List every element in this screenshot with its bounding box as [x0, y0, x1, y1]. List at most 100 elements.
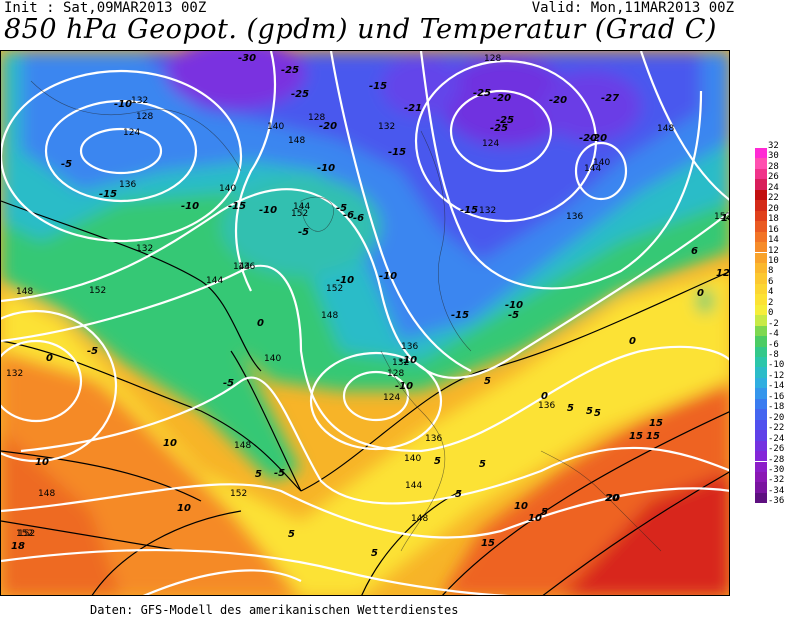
- geopotential-label: 136: [119, 180, 136, 190]
- geopotential-label: 144: [584, 164, 601, 174]
- legend-entry: 32: [754, 141, 790, 159]
- geopotential-label: 132: [136, 244, 153, 254]
- temperature-label: -15: [388, 147, 406, 158]
- temperature-label: -10: [336, 275, 354, 286]
- legend-swatch: [755, 440, 767, 452]
- temperature-label: -20: [493, 93, 511, 104]
- temperature-label: -6: [343, 210, 354, 221]
- legend-entry: 0: [754, 308, 790, 326]
- legend-entry: -12: [754, 370, 790, 389]
- legend-entry: 8: [754, 267, 790, 284]
- geopotential-label: 144: [405, 481, 422, 491]
- temperature-label: 18: [11, 541, 25, 552]
- legend-label: 32: [768, 141, 779, 151]
- legend-entry: 18: [754, 215, 790, 232]
- legend-label: -28: [768, 454, 785, 465]
- geopotential-label: 128: [136, 112, 153, 122]
- legend-label: 16: [768, 224, 779, 235]
- temperature-label: 0: [629, 336, 636, 347]
- legend-swatch: [755, 367, 767, 378]
- geopotential-label: 124: [482, 139, 499, 149]
- valid-time: Valid: Mon,11MAR2013 00Z: [531, 0, 734, 16]
- temperature-label: -15: [460, 205, 478, 216]
- temperature-label: -5: [298, 227, 309, 238]
- legend-entry: -28: [754, 454, 790, 472]
- temperature-label: 0: [257, 318, 264, 329]
- legend-entry: 10: [754, 256, 790, 274]
- geopotential-label: 148: [657, 124, 674, 134]
- legend-swatch: [755, 461, 767, 472]
- geopotential-label: 152: [18, 529, 35, 539]
- legend-entry: 22: [754, 194, 790, 211]
- geopotential-label: 140: [219, 184, 236, 194]
- temperature-label: -25: [490, 123, 508, 134]
- temperature-label: -30: [238, 53, 256, 64]
- legend-swatch: [755, 377, 767, 389]
- geopotential-label: 136: [566, 212, 583, 222]
- legend-label: -26: [768, 444, 785, 455]
- legend-entry: 30: [754, 152, 790, 169]
- geopotential-label: 140: [264, 354, 281, 364]
- temperature-label: -20: [319, 121, 337, 132]
- legend-entry: -14: [754, 381, 790, 399]
- legend-swatch: [755, 409, 767, 420]
- legend-label: -20: [768, 412, 785, 423]
- temperature-label: 10: [163, 438, 177, 449]
- temperature-label: 5: [567, 403, 574, 414]
- legend-entry: -18: [754, 403, 790, 420]
- legend-label: 28: [768, 161, 779, 172]
- legend-swatch: [755, 179, 767, 190]
- legend-entry: 28: [754, 161, 790, 180]
- legend-swatch: [755, 210, 767, 222]
- legend-label: -10: [768, 360, 785, 371]
- legend-entry: -8: [754, 350, 790, 368]
- legend-swatch: [755, 294, 767, 305]
- legend-entry: 14: [754, 236, 790, 253]
- legend-label: -8: [768, 350, 779, 360]
- legend-entry: -6: [754, 340, 790, 357]
- legend-swatch: [755, 451, 767, 462]
- legend-label: -30: [768, 464, 785, 475]
- legend-swatch: [755, 158, 767, 169]
- temperature-label: -10: [317, 163, 335, 174]
- legend-entry: 2: [754, 298, 790, 316]
- legend-label: -22: [768, 423, 785, 434]
- geopotential-label: 148: [16, 287, 33, 297]
- temperature-label: 0: [46, 353, 53, 364]
- legend-entry: -36: [754, 497, 790, 507]
- temperature-label: -5: [274, 468, 285, 479]
- legend-label: -12: [768, 370, 785, 381]
- geopotential-label: 132: [479, 206, 496, 216]
- geopotential-label: 136: [425, 434, 442, 444]
- legend-label: -24: [768, 433, 785, 444]
- geopotential-label: 144: [233, 262, 250, 272]
- geopotential-label: 148: [411, 514, 428, 524]
- geopotential-label: 144: [206, 276, 223, 286]
- geopotential-label: 132: [392, 358, 409, 368]
- temperature-label: 10: [528, 513, 542, 524]
- legend-entry: -10: [754, 360, 790, 378]
- geopotential-label: 152: [89, 286, 106, 296]
- legend-label: -14: [768, 381, 785, 392]
- temperature-label: 15: [646, 431, 660, 442]
- legend-swatch: [755, 336, 767, 347]
- geopotential-label: 152: [230, 489, 247, 499]
- temperature-label: -15: [99, 189, 117, 200]
- legend-entry: -34: [754, 486, 790, 504]
- legend-label: -32: [768, 475, 785, 486]
- legend-label: 0: [768, 308, 774, 319]
- temperature-label: -20: [579, 133, 597, 144]
- temperature-label: -21: [404, 103, 422, 114]
- legend-swatch: [755, 200, 767, 211]
- temperature-label: -10: [505, 300, 523, 311]
- geopotential-label: 132: [6, 369, 23, 379]
- temperature-label: 5: [455, 489, 462, 500]
- temperature-label: 0: [541, 391, 548, 402]
- legend-label: 24: [768, 182, 779, 193]
- legend-entry: -2: [754, 319, 790, 337]
- legend-entry: 24: [754, 182, 790, 201]
- legend-label: 6: [768, 276, 774, 287]
- legend-swatch: [755, 221, 767, 232]
- legend-swatch: [755, 189, 767, 201]
